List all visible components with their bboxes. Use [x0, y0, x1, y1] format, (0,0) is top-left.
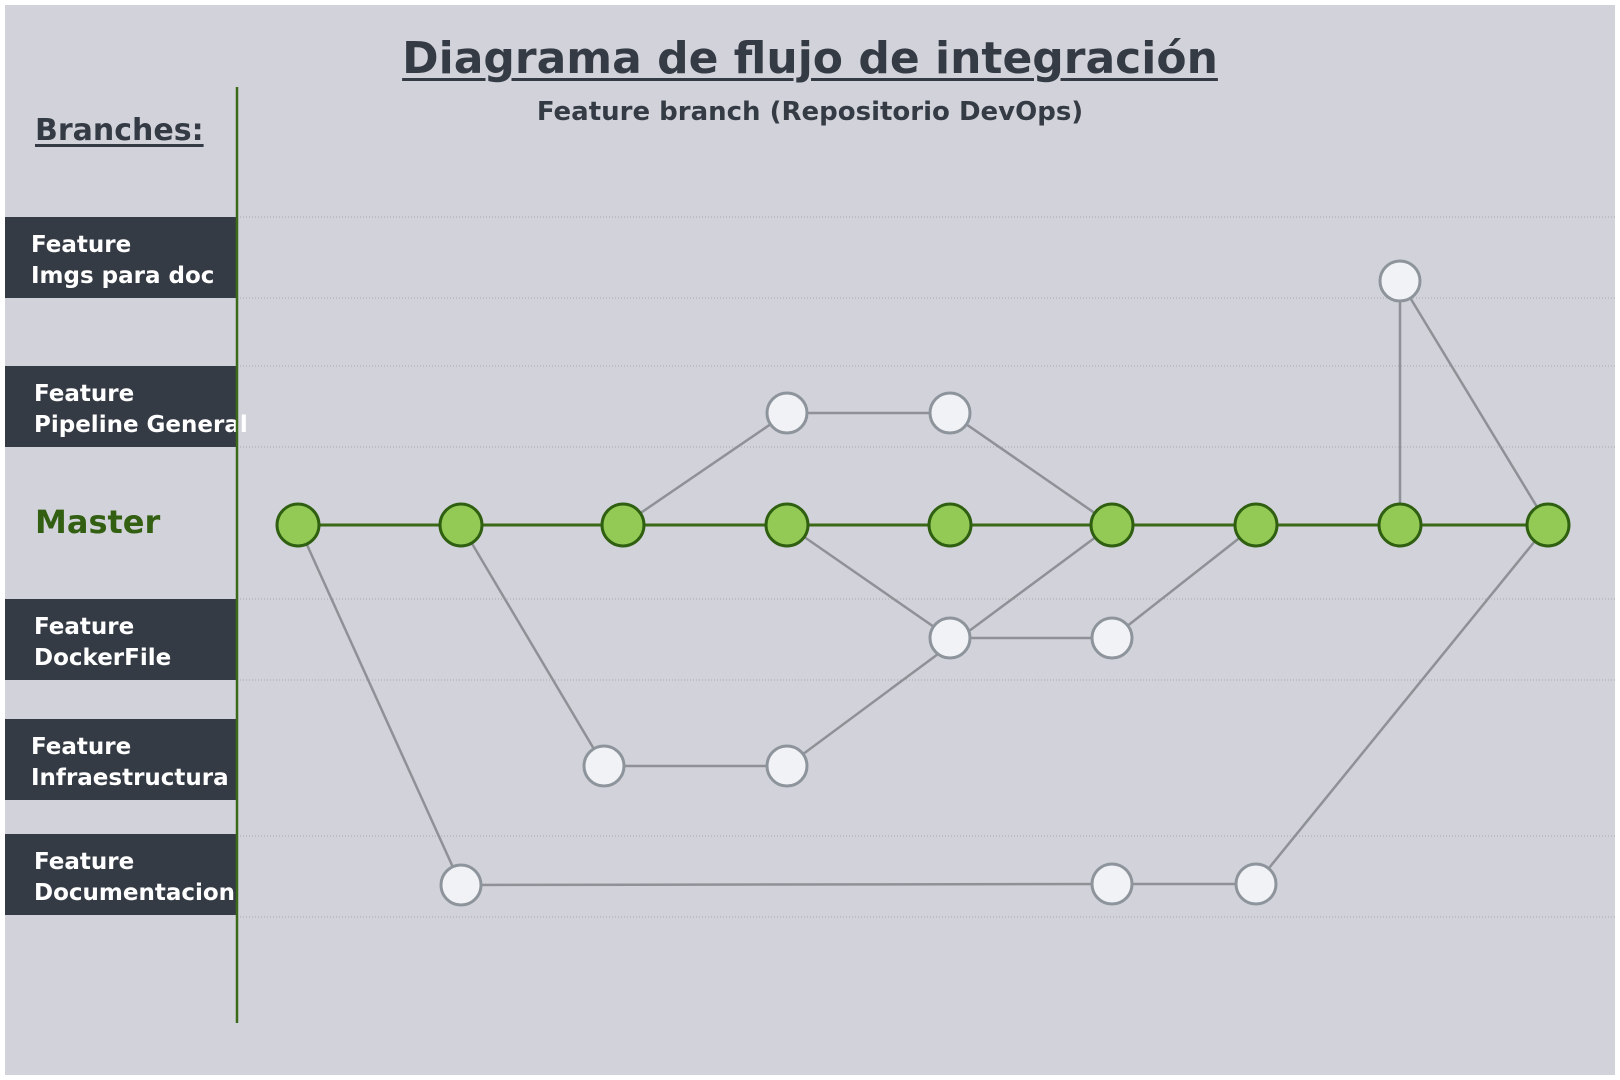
branch-label-line2: Imgs para doc: [31, 263, 215, 289]
diagram-title: Diagrama de flujo de integración: [402, 33, 1218, 84]
branch-label-infraestructura: Feature Infraestructura: [5, 719, 237, 800]
connector-line: [622, 411, 788, 527]
branch-label-line1: Feature: [31, 232, 132, 258]
commit-node-master: [927, 502, 973, 548]
commit-node-master: [1377, 502, 1423, 548]
commit-node-master: [1525, 502, 1571, 548]
commit-node-documentacion: [439, 863, 483, 907]
branch-label-line1: Feature: [31, 734, 132, 760]
branch-label-line2: Pipeline General: [34, 412, 248, 438]
connector-line: [460, 882, 1113, 887]
commit-node-master: [764, 502, 810, 548]
commit-node-imgs-para-doc: [1378, 259, 1422, 303]
branch-label-dockerfile: Feature DockerFile: [5, 599, 237, 680]
commit-node-infraestructura: [765, 744, 809, 788]
connector-line: [1255, 524, 1549, 885]
connector-line: [1111, 524, 1257, 639]
commit-node-master: [600, 502, 646, 548]
commit-node-master: [1233, 502, 1279, 548]
branches-heading: Branches:: [35, 113, 204, 148]
diagram-subtitle: Feature branch (Repositorio DevOps): [536, 97, 1084, 127]
branch-graph: [235, 87, 1615, 1023]
feature-connectors: [296, 280, 1550, 887]
connector-line: [1398, 280, 1550, 526]
commit-node-master: [438, 502, 484, 548]
branch-label-documentacion: Feature Documentacion: [5, 834, 237, 915]
branch-label-line2: DockerFile: [34, 645, 172, 671]
branch-label-line1: Feature: [34, 849, 135, 875]
commit-node-infraestructura: [582, 744, 626, 788]
master-nodes: [275, 502, 1571, 548]
branch-label-line1: Feature: [34, 614, 135, 640]
commit-node-pipeline-general: [928, 391, 972, 435]
commit-node-master: [1089, 502, 1135, 548]
feature-nodes: [439, 259, 1422, 907]
connector-line: [296, 524, 463, 886]
commit-node-master: [275, 502, 321, 548]
branch-label-line2: Infraestructura: [31, 765, 229, 791]
commit-node-dockerfile: [1090, 616, 1134, 660]
branch-label-line2: Documentacion: [34, 880, 236, 906]
commit-node-dockerfile: [928, 616, 972, 660]
connector-line: [786, 523, 951, 640]
connector-line: [459, 524, 606, 767]
branch-label-imgs-para-doc: Feature Imgs para doc: [5, 217, 237, 298]
branch-label-line1: Feature: [34, 381, 135, 407]
connector-line: [949, 411, 1113, 527]
branch-label-pipeline-general: Feature Pipeline General: [5, 366, 248, 447]
master-label: Master: [35, 503, 161, 541]
commit-node-documentacion: [1234, 862, 1278, 906]
diagram-canvas: Diagrama de flujo de integración Feature…: [5, 5, 1615, 1075]
commit-node-pipeline-general: [765, 391, 809, 435]
lane-separators: [237, 216, 1615, 918]
commit-node-documentacion: [1090, 862, 1134, 906]
